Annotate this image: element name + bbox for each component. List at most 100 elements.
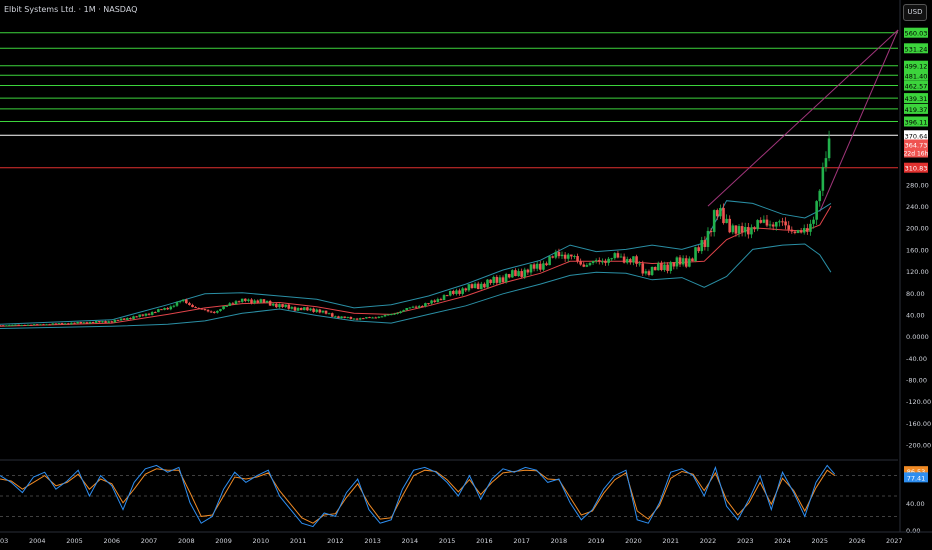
candle-body	[653, 266, 657, 271]
stoch-d-value-label: 86.53	[907, 468, 926, 476]
candle-body	[473, 283, 477, 288]
candle-body	[514, 270, 517, 277]
candle-body	[172, 305, 176, 307]
x-tick-label: 2004	[29, 537, 46, 545]
candle-body	[48, 324, 51, 326]
candle-body	[408, 307, 412, 309]
y-tick-label: -200.00	[906, 441, 931, 449]
x-tick-label: 2013	[364, 537, 381, 545]
candle-body	[715, 210, 719, 217]
candle-body	[765, 219, 769, 226]
candle-body	[290, 307, 294, 309]
candle-body	[166, 308, 169, 310]
price-pane[interactable]	[0, 29, 899, 329]
y-tick-label: 40.00	[906, 311, 925, 319]
candle-body	[538, 263, 542, 270]
candle-body	[380, 316, 384, 318]
candle-body	[51, 323, 55, 325]
x-tick-label: 2027	[886, 537, 903, 545]
candle-body	[448, 290, 452, 296]
candle-body	[110, 321, 114, 323]
candle-body	[312, 308, 315, 312]
candle-body	[234, 301, 238, 305]
x-tick-label: 2007	[141, 537, 158, 545]
candle-body	[638, 263, 641, 265]
candle-body	[768, 224, 772, 226]
x-tick-label: 2014	[402, 537, 419, 545]
candle-body	[414, 306, 418, 308]
candle-body	[827, 138, 831, 159]
candle-body	[799, 230, 803, 233]
candle-body	[809, 223, 812, 232]
bollinger-lower-line	[0, 243, 832, 329]
candle-body	[535, 263, 539, 269]
candle-body	[747, 227, 750, 235]
x-tick-label: 2017	[513, 537, 530, 545]
candle-body	[343, 316, 346, 318]
candle-body	[532, 264, 536, 269]
candle-body	[287, 304, 291, 309]
price-label: 396.11	[905, 118, 928, 126]
candle-body	[85, 322, 89, 324]
x-tick-label: 2018	[551, 537, 568, 545]
candle-body	[303, 307, 306, 311]
candle-body	[560, 254, 564, 257]
candle-body	[750, 227, 753, 235]
candle-body	[309, 308, 312, 311]
candle-body	[194, 307, 197, 309]
candle-body	[1, 325, 5, 327]
candle-body	[365, 317, 368, 319]
candle-body	[116, 319, 120, 321]
candle-body	[452, 290, 455, 294]
candle-body	[458, 290, 461, 294]
candle-body	[206, 309, 210, 312]
price-label: 419.37	[905, 106, 928, 114]
candle-body	[433, 300, 437, 302]
candle-body	[104, 321, 107, 323]
candle-body	[644, 271, 648, 274]
candle-body	[399, 311, 402, 314]
candle-body	[591, 261, 595, 264]
candle-body	[23, 324, 27, 326]
candle-body	[256, 300, 260, 303]
price-label: 310.83	[905, 165, 928, 173]
candle-body	[570, 254, 573, 257]
stochastic-pane[interactable]	[0, 459, 898, 528]
candle-body	[212, 311, 216, 313]
candle-body	[790, 229, 794, 232]
candle-body	[94, 321, 98, 323]
candle-body	[293, 307, 297, 311]
candle-body	[14, 324, 17, 326]
price-label: 439.31	[905, 95, 928, 103]
candle-body	[340, 316, 343, 319]
candle-body	[39, 324, 42, 326]
candle-body	[225, 305, 228, 307]
candle-body	[268, 301, 272, 306]
candle-body	[281, 304, 284, 307]
currency-button[interactable]: USD	[903, 4, 927, 21]
candle-body	[101, 321, 104, 323]
candle-body	[63, 323, 67, 325]
candle-body	[150, 312, 154, 315]
candle-body	[675, 257, 679, 267]
bollinger-upper-line	[0, 200, 832, 325]
moving-average-line	[0, 205, 832, 327]
candle-body	[486, 279, 489, 288]
candle-body	[629, 259, 632, 263]
candle-body	[222, 306, 225, 310]
candle-body	[613, 253, 617, 259]
candle-body	[725, 218, 728, 224]
candle-body	[296, 307, 300, 311]
candle-body	[163, 308, 166, 310]
price-label-box	[904, 70, 928, 81]
candle-body	[424, 303, 427, 307]
x-tick-label: 2008	[178, 537, 195, 545]
candle-body	[334, 316, 337, 318]
candle-body	[728, 218, 732, 233]
candle-body	[712, 210, 716, 233]
x-tick-label: 2023	[737, 537, 754, 545]
y-tick-label: 120.00	[906, 268, 929, 276]
candle-body	[442, 295, 446, 301]
candle-body	[265, 301, 269, 303]
